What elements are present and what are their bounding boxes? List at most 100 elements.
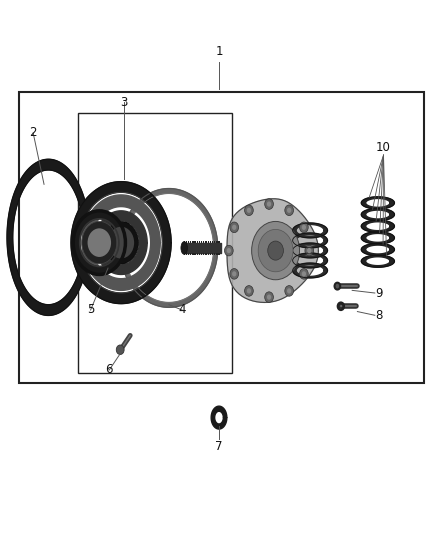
Bar [195, 253, 196, 255]
Bar [203, 253, 204, 255]
Text: 6: 6 [106, 364, 113, 376]
Polygon shape [227, 199, 318, 302]
Bar [214, 241, 215, 243]
Polygon shape [293, 253, 328, 268]
Bar [184, 253, 185, 255]
Circle shape [287, 288, 291, 294]
Bar [190, 253, 191, 255]
Bar [197, 253, 198, 255]
Circle shape [244, 205, 253, 215]
Polygon shape [361, 244, 394, 256]
Circle shape [225, 245, 233, 256]
Polygon shape [361, 197, 394, 209]
Circle shape [88, 228, 111, 257]
Circle shape [265, 292, 273, 302]
Bar [208, 241, 209, 243]
Polygon shape [293, 223, 328, 238]
Polygon shape [361, 255, 394, 267]
Bar [212, 253, 213, 255]
Text: 8: 8 [375, 309, 382, 322]
Circle shape [268, 241, 283, 260]
Circle shape [232, 225, 237, 230]
Polygon shape [82, 195, 160, 290]
Circle shape [307, 248, 311, 253]
Bar [199, 241, 200, 243]
Bar [212, 241, 213, 243]
Circle shape [252, 221, 300, 280]
Polygon shape [293, 263, 328, 278]
Bar [219, 253, 220, 255]
Bar [19, 92, 424, 383]
Bar [214, 253, 215, 255]
Circle shape [82, 221, 117, 264]
Text: 2: 2 [29, 126, 37, 140]
Bar [190, 241, 191, 243]
Bar [218, 241, 219, 243]
Text: 10: 10 [376, 141, 391, 154]
Bar [210, 253, 211, 255]
Bar [201, 253, 202, 255]
Bar [199, 253, 200, 255]
Circle shape [258, 229, 293, 272]
Polygon shape [7, 159, 90, 316]
Polygon shape [361, 208, 394, 221]
Text: 7: 7 [215, 440, 223, 453]
Circle shape [230, 222, 239, 232]
Circle shape [302, 225, 306, 230]
Polygon shape [211, 406, 227, 429]
Bar [191, 253, 193, 255]
Bar [203, 241, 204, 243]
Polygon shape [293, 233, 328, 248]
Bar [215, 253, 217, 255]
Bar [188, 241, 189, 243]
Polygon shape [293, 243, 328, 258]
Circle shape [108, 227, 134, 259]
Bar [191, 241, 193, 243]
Circle shape [267, 201, 271, 207]
Circle shape [300, 222, 308, 232]
Circle shape [247, 208, 251, 213]
Text: 3: 3 [120, 95, 128, 109]
Bar [186, 241, 187, 243]
Polygon shape [71, 182, 171, 304]
Circle shape [104, 221, 138, 264]
Circle shape [285, 205, 293, 215]
Polygon shape [361, 220, 394, 232]
Circle shape [247, 288, 251, 294]
Bar [197, 241, 198, 243]
Circle shape [230, 269, 239, 279]
Bar [210, 241, 211, 243]
Circle shape [300, 269, 308, 279]
Circle shape [285, 286, 293, 296]
Bar [184, 241, 185, 243]
Bar [188, 253, 189, 255]
Bar [206, 241, 208, 243]
Bar [201, 241, 202, 243]
Polygon shape [95, 211, 147, 274]
Ellipse shape [335, 282, 340, 289]
Text: 5: 5 [87, 303, 94, 317]
Bar [78, 113, 232, 373]
Circle shape [116, 345, 124, 354]
Bar [218, 253, 219, 255]
Circle shape [267, 295, 271, 300]
Circle shape [302, 271, 306, 277]
Text: 4: 4 [178, 303, 186, 317]
Circle shape [287, 208, 291, 213]
Circle shape [305, 245, 314, 256]
Polygon shape [361, 232, 394, 244]
Bar [195, 241, 196, 243]
Text: 1: 1 [215, 45, 223, 58]
Circle shape [232, 271, 237, 277]
Bar [208, 253, 209, 255]
Circle shape [226, 248, 231, 253]
Polygon shape [120, 189, 218, 308]
Bar [206, 253, 208, 255]
Ellipse shape [181, 241, 187, 254]
Polygon shape [73, 211, 125, 274]
Circle shape [244, 286, 253, 296]
Bar [186, 253, 187, 255]
Bar [219, 241, 220, 243]
Text: 9: 9 [375, 287, 382, 300]
Circle shape [265, 199, 273, 209]
